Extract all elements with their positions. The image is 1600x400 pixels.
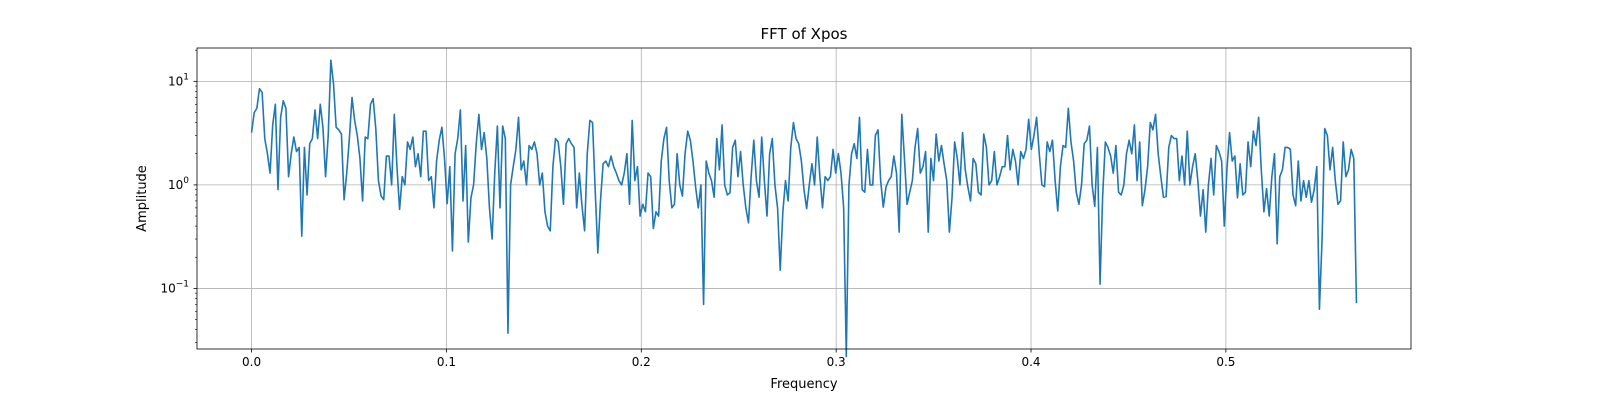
y-tick-label: 100 (168, 176, 189, 192)
x-tick-label: 0.1 (437, 355, 456, 369)
y-tick-label: 101 (168, 72, 189, 88)
y-axis-ticks: 10−1 100 101 (160, 49, 197, 343)
x-tick-label: 0.0 (242, 355, 261, 369)
y-axis-label: Amplitude (135, 165, 150, 232)
x-tick-label: 0.5 (1216, 355, 1235, 369)
x-tick-label: 0.4 (1021, 355, 1040, 369)
x-tick-label: 0.3 (827, 355, 846, 369)
series-layer (250, 59, 1358, 358)
chart-title: FFT of Xpos (761, 25, 848, 43)
x-axis-label: Frequency (770, 377, 837, 392)
plot-frame (196, 47, 1412, 350)
y-tick-label: 10−1 (160, 279, 189, 295)
series-line-fft (250, 59, 1358, 358)
x-tick-label: 0.2 (632, 355, 651, 369)
x-axis-ticks: 0.0 0.1 0.2 0.3 0.4 0.5 (242, 349, 1235, 369)
